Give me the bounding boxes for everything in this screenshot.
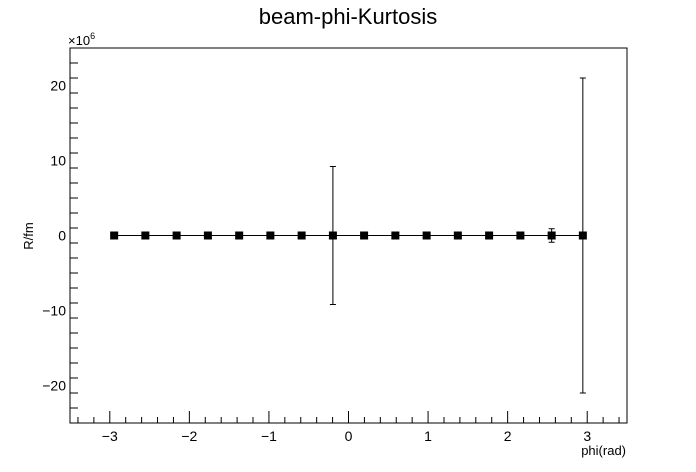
chart-title: beam-phi-Kurtosis xyxy=(259,4,438,29)
x-tick-label: 1 xyxy=(424,428,432,444)
x-tick-label: −1 xyxy=(261,428,277,444)
x-tick-label: 2 xyxy=(504,428,512,444)
y-tick-label: −10 xyxy=(42,303,66,319)
data-point xyxy=(141,231,150,240)
y-tick-label: 20 xyxy=(50,78,66,94)
data-point xyxy=(453,231,462,240)
data-point xyxy=(328,231,337,240)
x-tick-label: 3 xyxy=(583,428,591,444)
y-tick-label: 10 xyxy=(50,153,66,169)
data-point xyxy=(235,231,244,240)
data-point xyxy=(110,231,119,240)
data-point xyxy=(266,231,275,240)
y-tick-label: −20 xyxy=(42,378,66,394)
data-point xyxy=(578,231,587,240)
y-axis-label: R/fm xyxy=(21,222,36,249)
data-point xyxy=(297,231,306,240)
y-axis-multiplier: ×106 xyxy=(68,31,95,48)
x-tick-label: 0 xyxy=(345,428,353,444)
x-tick-label: −3 xyxy=(102,428,118,444)
x-tick-label: −2 xyxy=(181,428,197,444)
data-point xyxy=(485,231,494,240)
data-point xyxy=(391,231,400,240)
data-point xyxy=(360,231,369,240)
data-point xyxy=(203,231,212,240)
data-point xyxy=(172,231,181,240)
x-axis-label: phi(rad) xyxy=(581,443,626,458)
y-tick-label: 0 xyxy=(58,228,66,244)
data-point xyxy=(547,231,556,240)
data-point xyxy=(516,231,525,240)
data-point xyxy=(422,231,431,240)
